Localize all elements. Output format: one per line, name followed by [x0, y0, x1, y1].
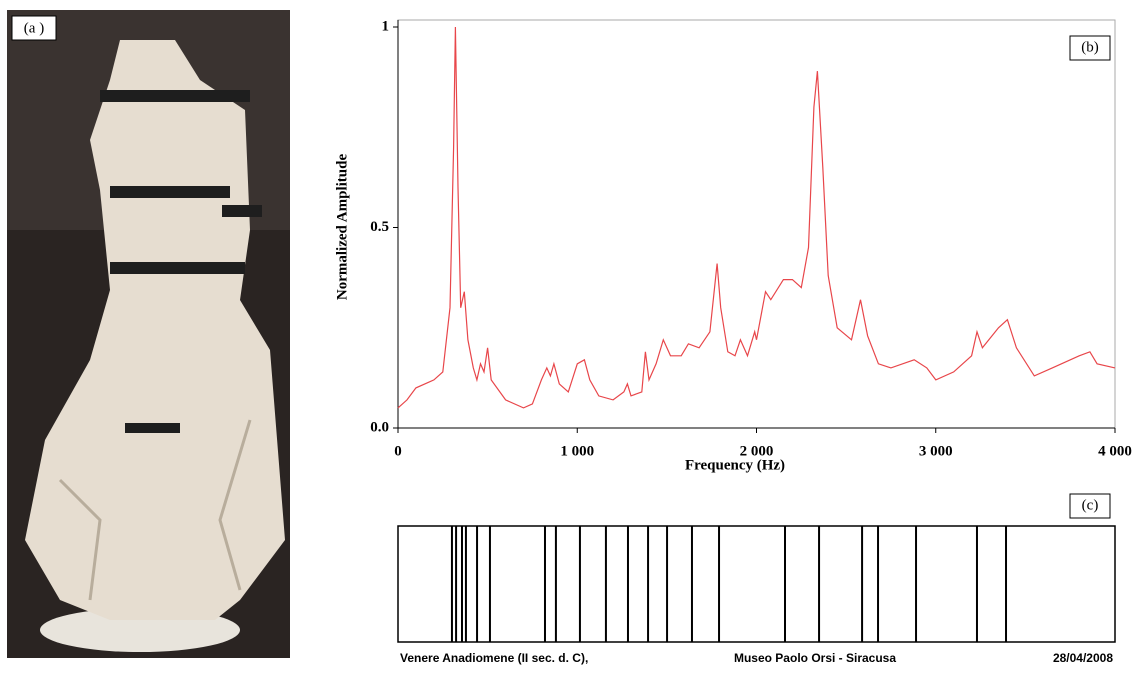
- panel-label: (b): [1081, 39, 1099, 55]
- figure: (a ) (b) Frequency (Hz) Normalized Ampli…: [0, 0, 1144, 668]
- panel-label: (a ): [24, 20, 44, 36]
- x-tick-label: 2 000: [740, 443, 774, 459]
- page: {"photo": {"label": "(a )"}, "chart_data…: [0, 0, 1144, 673]
- barcode-frame: [398, 526, 1115, 642]
- caption: 28/04/2008: [1053, 651, 1113, 665]
- strap: [222, 205, 262, 217]
- strap: [110, 186, 230, 198]
- y-tick-label: 0.5: [370, 219, 389, 235]
- spectrum-line: [398, 27, 1115, 408]
- plot-frame: [398, 20, 1115, 428]
- x-tick-label: 0: [394, 443, 402, 459]
- strap: [100, 90, 250, 102]
- x-tick-label: 1 000: [560, 443, 594, 459]
- panel-label: (c): [1082, 497, 1099, 513]
- strap: [110, 262, 245, 274]
- y-tick-label: 0.0: [370, 419, 389, 435]
- x-tick-label: 3 000: [919, 443, 953, 459]
- x-tick-label: 4 000: [1098, 443, 1132, 459]
- y-tick-label: 1: [382, 18, 390, 34]
- photo: (a ): [7, 10, 290, 658]
- caption: Venere Anadiomene (II sec. d. C),: [400, 651, 588, 665]
- strap: [125, 423, 180, 433]
- caption: Museo Paolo Orsi - Siracusa: [734, 651, 896, 665]
- y-axis-label: Normalized Amplitude: [334, 154, 350, 301]
- x-axis-label: Frequency (Hz): [685, 457, 785, 473]
